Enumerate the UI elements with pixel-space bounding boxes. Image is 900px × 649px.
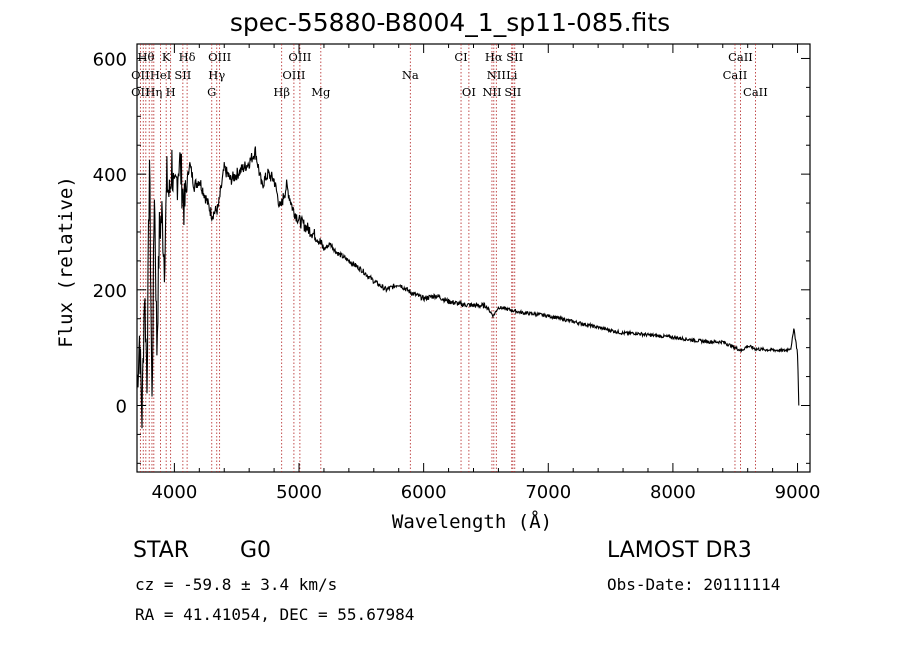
line-label: OIII xyxy=(282,68,305,82)
line-label: SII xyxy=(504,85,521,99)
x-tick-label: 9000 xyxy=(775,482,821,503)
line-label: Na xyxy=(402,68,419,82)
redshift-line: cz = -59.8 ± 3.4 km/s xyxy=(135,575,338,594)
line-label: G xyxy=(207,85,216,99)
emission-line-markers xyxy=(139,44,756,472)
line-label: CI xyxy=(454,50,467,64)
line-label: NII xyxy=(487,68,506,82)
observation-date: Obs-Date: 20111114 xyxy=(607,575,781,594)
line-label: K xyxy=(162,50,171,64)
chart-title: spec-55880-B8004_1_sp11-085.fits xyxy=(229,8,671,37)
spectrum-line xyxy=(136,146,800,429)
y-tick-label: 200 xyxy=(93,281,127,302)
axis-ticks: 4000 5000 6000 7000 8000 9000 0 200 400 600 xyxy=(93,44,821,503)
survey-name: LAMOST DR3 xyxy=(607,538,752,563)
line-label: CaII xyxy=(743,85,768,99)
y-axis-label: Flux (relative) xyxy=(55,176,77,348)
line-label: Li xyxy=(506,68,518,82)
y-tick-label: 600 xyxy=(93,49,127,70)
line-label: Mg xyxy=(311,85,331,99)
line-label: OIII xyxy=(288,50,311,64)
y-tick-label: 400 xyxy=(93,165,127,186)
line-label: H xyxy=(166,85,176,99)
line-label: OI xyxy=(462,85,476,99)
y-tick-label: 0 xyxy=(116,396,127,417)
x-tick-label: 6000 xyxy=(401,482,447,503)
line-label: Hη xyxy=(145,85,162,99)
plot-frame xyxy=(136,43,811,473)
x-tick-label: 4000 xyxy=(151,482,197,503)
line-label: NII xyxy=(482,85,501,99)
line-label: SII xyxy=(174,68,191,82)
line-label: OII xyxy=(131,85,150,99)
line-label: OII xyxy=(131,68,150,82)
line-label: CaII xyxy=(728,50,753,64)
object-subclass: G0 xyxy=(240,538,272,563)
line-label: HeI xyxy=(150,68,171,82)
line-label: OIII xyxy=(208,50,231,64)
line-label: Hδ xyxy=(179,50,196,64)
x-tick-label: 7000 xyxy=(525,482,571,503)
line-label: Hα xyxy=(485,50,503,64)
line-label: Hγ xyxy=(208,68,225,82)
coordinates: RA = 41.41054, DEC = 55.67984 xyxy=(135,605,415,624)
line-label: Hθ xyxy=(137,50,154,64)
line-label: Hβ xyxy=(273,85,290,99)
x-tick-label: 8000 xyxy=(650,482,696,503)
line-label: CaII xyxy=(723,68,748,82)
x-tick-label: 5000 xyxy=(276,482,322,503)
object-class: STAR xyxy=(133,538,190,563)
line-label: SII xyxy=(506,50,523,64)
x-axis-label: Wavelength (Å) xyxy=(391,511,553,533)
